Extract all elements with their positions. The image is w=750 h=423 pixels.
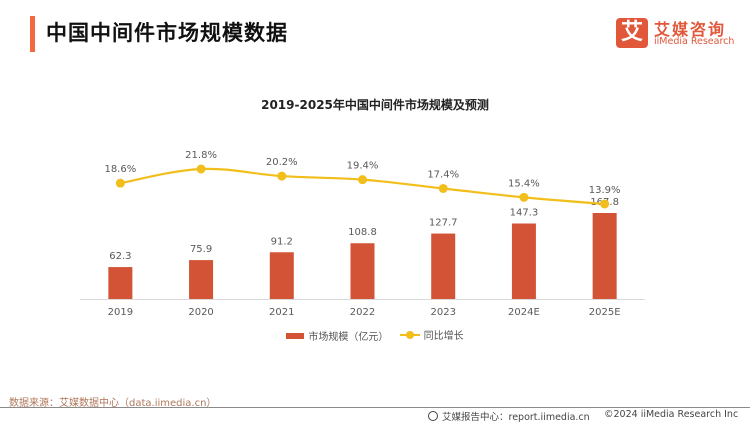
bar (592, 213, 617, 299)
bar-data-label: 147.3 (510, 208, 539, 219)
footer-site: 艾媒报告中心：report.iimedia.cn (428, 409, 590, 423)
bar (189, 260, 214, 299)
line-point (115, 178, 125, 188)
line-point (438, 183, 448, 193)
bar-data-label: 62.3 (109, 251, 131, 262)
line-data-label: 20.2% (266, 157, 298, 168)
line-data-label: 19.4% (347, 161, 379, 172)
footer-copyright: ©2024 iiMedia Research Inc (604, 409, 739, 420)
logo-mark-icon: 艾 (616, 18, 648, 48)
bar-data-label: 75.9 (190, 244, 212, 255)
line-point (277, 171, 287, 181)
logo-name-cn: 艾媒咨询 (654, 20, 727, 39)
line-data-label: 13.9% (589, 185, 621, 196)
logo-name-en: iiMedia Research (654, 36, 735, 47)
legend-bar-swatch-icon (286, 332, 305, 339)
globe-icon (428, 411, 438, 421)
bar-data-label: 91.2 (271, 236, 293, 247)
chart-legend: 市场规模（亿元） 同比增长 (0, 327, 750, 343)
bar (269, 252, 294, 299)
bar-data-label: 108.8 (348, 227, 377, 238)
x-tick-label: 2021 (269, 307, 294, 318)
x-tick-label: 2022 (350, 307, 375, 318)
line-point (196, 164, 206, 174)
bar (350, 243, 375, 299)
x-tick-label: 2020 (188, 307, 213, 318)
legend-item-growth: 同比增长 (399, 327, 464, 342)
legend-item-market-size: 市场规模（亿元） (286, 328, 388, 343)
line-point (519, 192, 529, 202)
line-point (600, 199, 610, 209)
title-accent-bar (30, 16, 35, 52)
bar (431, 233, 456, 299)
x-tick-label: 2024E (508, 307, 540, 318)
chart-title: 2019-2025年中国中间件市场规模及预测 (261, 98, 489, 112)
page-title: 中国中间件市场规模数据 (46, 21, 288, 45)
footer-divider (0, 407, 750, 408)
bar (511, 223, 536, 299)
bar (108, 267, 133, 299)
footer-site-text: 艾媒报告中心：report.iimedia.cn (442, 412, 590, 423)
legend-line-marker-icon (399, 330, 420, 339)
x-tick-label: 2019 (108, 307, 133, 318)
x-tick-label: 2025E (589, 307, 621, 318)
brand-logo: 艾 艾媒咨询 iiMedia Research (616, 18, 746, 50)
line-data-label: 18.6% (104, 164, 136, 175)
data-source: 数据来源：艾媒数据中心（data.iimedia.cn） (9, 398, 217, 409)
line-data-label: 15.4% (508, 178, 540, 189)
line-point (358, 175, 367, 185)
bar-data-label: 127.7 (429, 218, 458, 229)
line-data-label: 17.4% (427, 169, 459, 180)
x-tick-label: 2023 (430, 307, 455, 318)
line-data-label: 21.8% (185, 150, 217, 161)
legend-label-growth: 同比增长 (423, 331, 464, 342)
legend-label-market-size: 市场规模（亿元） (308, 332, 389, 343)
